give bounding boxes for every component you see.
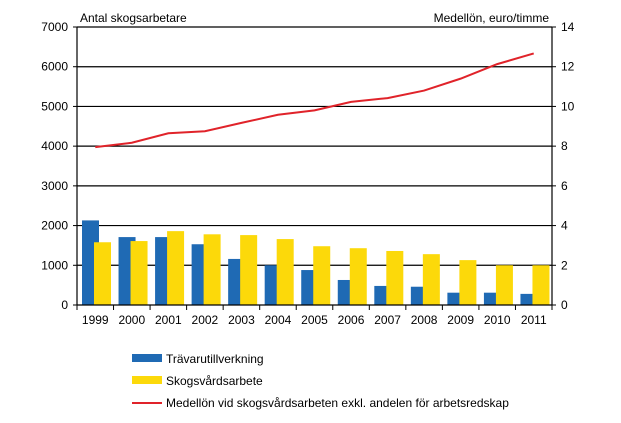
right-tick-label: 14 <box>561 20 575 34</box>
line-medellon <box>95 52 535 149</box>
left-tick-label: 0 <box>61 298 68 312</box>
bar-skogsvardsarbete <box>130 241 148 305</box>
bar-skogsvardsarbete <box>313 246 331 305</box>
left-axis-title: Antal skogsarbetare <box>80 11 187 25</box>
bar-skogsvardsarbete <box>240 235 258 305</box>
bar-skogsvardsarbete <box>532 265 550 305</box>
right-tick-label: 8 <box>561 139 568 153</box>
x-tick-label: 2007 <box>374 313 401 327</box>
left-tick-label: 4000 <box>41 139 68 153</box>
left-tick-label: 1000 <box>41 258 68 272</box>
x-tick-label: 2006 <box>338 313 365 327</box>
bar-skogsvardsarbete <box>495 265 513 305</box>
x-tick-label: 2011 <box>521 313 547 327</box>
bar-skogsvardsarbete <box>422 254 440 305</box>
legend-label: Trävarutillverkning <box>166 352 264 366</box>
right-tick-label: 0 <box>561 298 568 312</box>
x-tick-label: 2008 <box>411 313 438 327</box>
x-tick-label: 1999 <box>82 313 109 327</box>
bar-skogsvardsarbete <box>459 260 477 305</box>
x-tick-label: 2002 <box>192 313 219 327</box>
bar-skogsvardsarbete <box>349 248 367 305</box>
bar-skogsvardsarbete <box>386 250 404 305</box>
x-tick-label: 2004 <box>265 313 292 327</box>
left-tick-label: 3000 <box>41 179 68 193</box>
x-tick-label: 2000 <box>118 313 145 327</box>
bar-skogsvardsarbete <box>276 239 294 305</box>
legend-swatch-travarutillverkning <box>132 354 162 362</box>
legend-label: Skogsvårdsarbete <box>166 374 263 388</box>
bar-skogsvardsarbete <box>203 234 221 305</box>
left-tick-label: 5000 <box>41 99 68 113</box>
right-tick-label: 2 <box>561 258 568 272</box>
left-tick-label: 7000 <box>41 20 68 34</box>
bar-skogsvardsarbete <box>94 242 111 305</box>
x-tick-label: 2001 <box>155 313 182 327</box>
right-tick-label: 6 <box>561 179 568 193</box>
left-tick-label: 6000 <box>41 60 68 74</box>
right-tick-label: 10 <box>561 99 575 113</box>
right-axis-title: Medellön, euro/timme <box>434 11 550 25</box>
x-tick-label: 2005 <box>301 313 328 327</box>
legend-label: Medellön vid skogsvårdsarbeten exkl. and… <box>166 396 509 410</box>
bar-skogsvardsarbete <box>167 231 185 305</box>
left-tick-label: 2000 <box>41 219 68 233</box>
x-tick-label: 2009 <box>447 313 474 327</box>
bar-travarutillverkning <box>520 293 538 305</box>
right-tick-label: 4 <box>561 219 568 233</box>
x-tick-label: 2010 <box>484 313 511 327</box>
right-tick-label: 12 <box>561 60 575 74</box>
x-tick-label: 2003 <box>228 313 255 327</box>
legend-swatch-skogsvardsarbete <box>132 376 162 384</box>
